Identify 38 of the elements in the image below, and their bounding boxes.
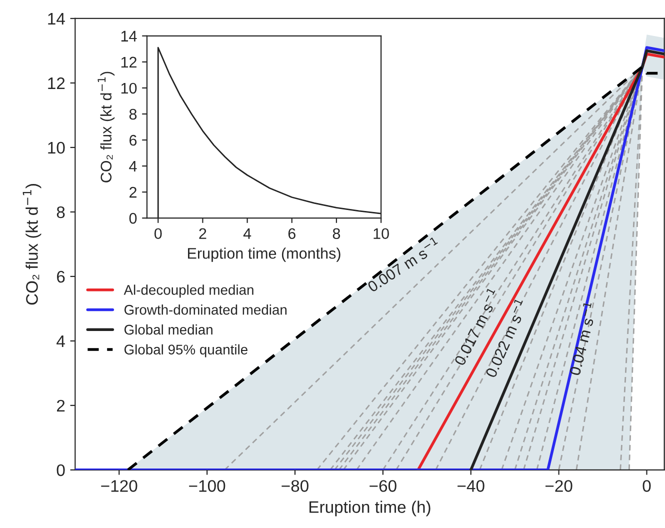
legend-label: Global median [124,324,212,335]
y-tick-label: 0 [129,212,137,224]
legend-label: Al-decoupled median [124,284,254,298]
annotation: 0.04 m s$^{−1}$ [566,302,598,376]
x-tick-label: −80 [282,480,308,492]
x-tick-label: 2 [199,228,206,239]
x-axis-title: Eruption time (months) [188,248,340,262]
x-tick-label: −60 [370,480,396,492]
y-tick-label: 2 [56,400,65,412]
y-tick-label: 12 [121,56,136,68]
x-tick-label: 10 [374,228,389,240]
x-tick-label: 0 [642,480,651,492]
x-tick-label: 4 [243,228,252,239]
x-tick-label: −40 [458,480,484,492]
y-tick-label: 14 [121,30,137,42]
x-tick-label: 0 [154,228,162,240]
y-tick-label: 6 [130,134,137,146]
y-tick-label: 10 [121,82,137,94]
y-tick-label: 14 [48,13,65,25]
legend-label: Global 95% quantile [124,344,248,358]
y-tick-label: 0 [56,464,65,476]
legend-label: Growth-dominated median [124,304,287,315]
y-tick-label: 2 [130,186,136,198]
y-tick-label: 4 [56,336,65,347]
x-tick-label: −120 [101,480,138,492]
y-tick-label: 6 [57,270,65,283]
y-axis-title: CO₂ flux (kt d$^{−1}$) [22,184,42,305]
y-tick-label: 4 [129,161,137,172]
y-tick-label: 10 [48,142,65,154]
y-tick-label: 8 [56,206,65,218]
y-axis-title: CO₂ flux (kt d$^{−1}$) [98,72,115,182]
y-tick-label: 12 [48,77,65,90]
x-tick-label: −100 [189,480,226,492]
y-tick-label: 8 [129,108,137,120]
x-tick-label: −20 [545,480,572,492]
x-tick-label: 6 [288,228,296,240]
x-axis-title: Eruption time (h) [310,500,430,516]
x-tick-label: 8 [332,228,340,240]
